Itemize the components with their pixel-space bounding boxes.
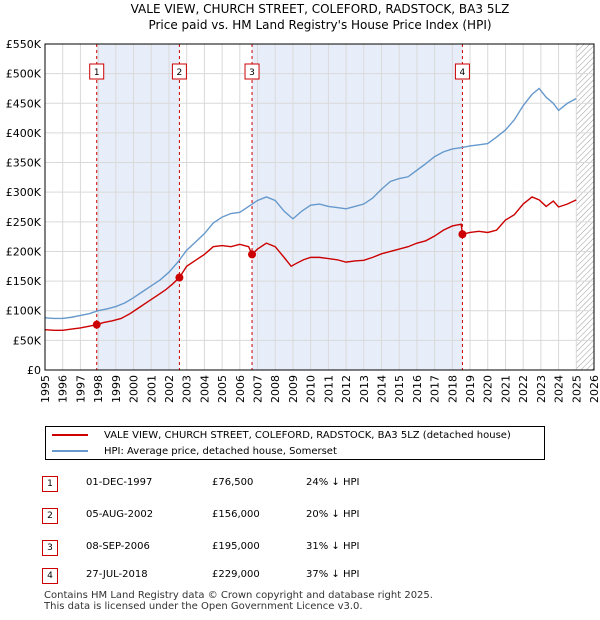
sale-number-badge: 4: [42, 568, 58, 584]
y-tick-label: £50K: [13, 334, 42, 347]
x-tick-label: 2007: [252, 375, 265, 403]
sale-marker-label: 4: [460, 68, 466, 78]
sale-price: £195,000: [212, 541, 260, 552]
sale-marker-label: 3: [249, 68, 255, 78]
sale-point: [248, 250, 257, 259]
x-tick-label: 2008: [269, 375, 282, 403]
x-tick-label: 2019: [464, 375, 477, 403]
x-tick-label: 2011: [322, 375, 335, 403]
sale-price: £76,500: [212, 477, 254, 488]
sale-marker-box: [171, 63, 187, 80]
y-tick-label: £0: [27, 364, 41, 377]
sale-marker-box: [454, 63, 470, 80]
legend-label-property: VALE VIEW, CHURCH STREET, COLEFORD, RADS…: [104, 430, 511, 441]
sale-number-badge: 3: [42, 540, 58, 556]
x-tick-label: 2006: [234, 375, 247, 403]
y-tick-label: £400K: [6, 127, 42, 140]
sale-date: 08-SEP-2006: [86, 541, 150, 552]
x-tick-label: 2012: [340, 375, 353, 403]
attribution-line-1: Contains HM Land Registry data © Crown c…: [44, 590, 433, 601]
x-tick-label: 1996: [57, 375, 70, 403]
attribution-footer: Contains HM Land Registry data © Crown c…: [44, 590, 433, 612]
x-tick-label: 2009: [287, 375, 300, 403]
y-tick-label: £350K: [6, 157, 42, 170]
sale-price: £156,000: [212, 509, 260, 520]
sale-row: 1 01-DEC-1997 £76,500 24% ↓ HPI: [42, 476, 382, 496]
y-tick-label: £100K: [6, 305, 42, 318]
sale-marker-box: [244, 63, 260, 80]
x-tick-label: 2025: [570, 375, 583, 403]
sale-hpi-diff: 24% ↓ HPI: [306, 477, 360, 488]
sale-date: 01-DEC-1997: [86, 477, 153, 488]
y-tick-label: £450K: [6, 97, 42, 110]
y-tick-label: £550K: [6, 38, 42, 51]
property-series-line: [44, 196, 577, 331]
sale-period-shading: [252, 44, 463, 370]
x-tick-label: 1999: [110, 375, 123, 403]
sale-row: 4 27-JUL-2018 £229,000 37% ↓ HPI: [42, 568, 382, 588]
x-tick-label: 2023: [535, 375, 548, 403]
price-chart: VALE VIEW, CHURCH STREET, COLEFORD, RADS…: [6, 2, 600, 403]
y-tick-label: £200K: [6, 245, 42, 258]
x-tick-label: 2021: [499, 375, 512, 403]
x-tick-label: 2026: [588, 375, 600, 403]
x-tick-label: 2017: [429, 375, 442, 403]
x-tick-label: 2014: [375, 375, 388, 403]
sale-point: [175, 273, 184, 282]
forecast-hatch: [576, 44, 594, 370]
sale-marker-box: [89, 63, 105, 80]
y-tick-label: £250K: [6, 216, 42, 229]
sale-hpi-diff: 20% ↓ HPI: [306, 509, 360, 520]
sale-period-shading: [96, 44, 180, 370]
sale-row: 3 08-SEP-2006 £195,000 31% ↓ HPI: [42, 540, 382, 560]
sale-number-badge: 2: [42, 508, 58, 524]
x-tick-label: 2018: [446, 375, 459, 403]
sale-hpi-diff: 31% ↓ HPI: [306, 541, 360, 552]
hpi-series-line: [44, 87, 577, 320]
legend-item-property: VALE VIEW, CHURCH STREET, COLEFORD, RADS…: [52, 428, 511, 444]
x-tick-label: 2022: [517, 375, 530, 403]
x-tick-label: 1998: [92, 375, 105, 403]
y-tick-label: £500K: [6, 68, 42, 81]
x-tick-label: 2010: [305, 375, 318, 403]
x-tick-label: 2001: [145, 375, 158, 403]
sale-date: 27-JUL-2018: [86, 569, 148, 580]
sale-price: £229,000: [212, 569, 260, 580]
sale-point: [92, 320, 101, 329]
x-tick-label: 2000: [128, 375, 141, 403]
x-tick-label: 2003: [181, 375, 194, 403]
y-tick-label: £300K: [6, 186, 42, 199]
x-tick-label: 2016: [411, 375, 424, 403]
legend-swatch-property: [52, 434, 88, 436]
x-tick-label: 1995: [39, 375, 52, 403]
legend-label-hpi: HPI: Average price, detached house, Some…: [104, 446, 337, 457]
x-tick-label: 2015: [393, 375, 406, 403]
legend: VALE VIEW, CHURCH STREET, COLEFORD, RADS…: [45, 426, 545, 460]
sale-date: 05-AUG-2002: [86, 509, 154, 520]
y-tick-label: £150K: [6, 275, 42, 288]
plot-border: [44, 43, 595, 371]
sale-marker-label: 1: [94, 68, 100, 78]
sale-point: [458, 230, 467, 239]
chart-title: VALE VIEW, CHURCH STREET, COLEFORD, RADS…: [131, 2, 510, 16]
chart-subtitle: Price paid vs. HM Land Registry's House …: [148, 18, 491, 32]
x-tick-label: 2013: [358, 375, 371, 403]
x-tick-label: 2020: [482, 375, 495, 403]
x-tick-label: 2004: [198, 375, 211, 403]
legend-swatch-hpi: [52, 450, 88, 452]
sale-number-badge: 1: [42, 476, 58, 492]
x-tick-label: 2024: [553, 375, 566, 403]
attribution-line-2: This data is licensed under the Open Gov…: [44, 601, 363, 612]
x-tick-label: 2005: [216, 375, 229, 403]
x-tick-label: 2002: [163, 375, 176, 403]
sale-row: 2 05-AUG-2002 £156,000 20% ↓ HPI: [42, 508, 382, 528]
x-tick-label: 1997: [74, 375, 87, 403]
sale-hpi-diff: 37% ↓ HPI: [306, 569, 360, 580]
legend-item-hpi: HPI: Average price, detached house, Some…: [52, 444, 337, 460]
sale-marker-label: 2: [177, 68, 183, 78]
